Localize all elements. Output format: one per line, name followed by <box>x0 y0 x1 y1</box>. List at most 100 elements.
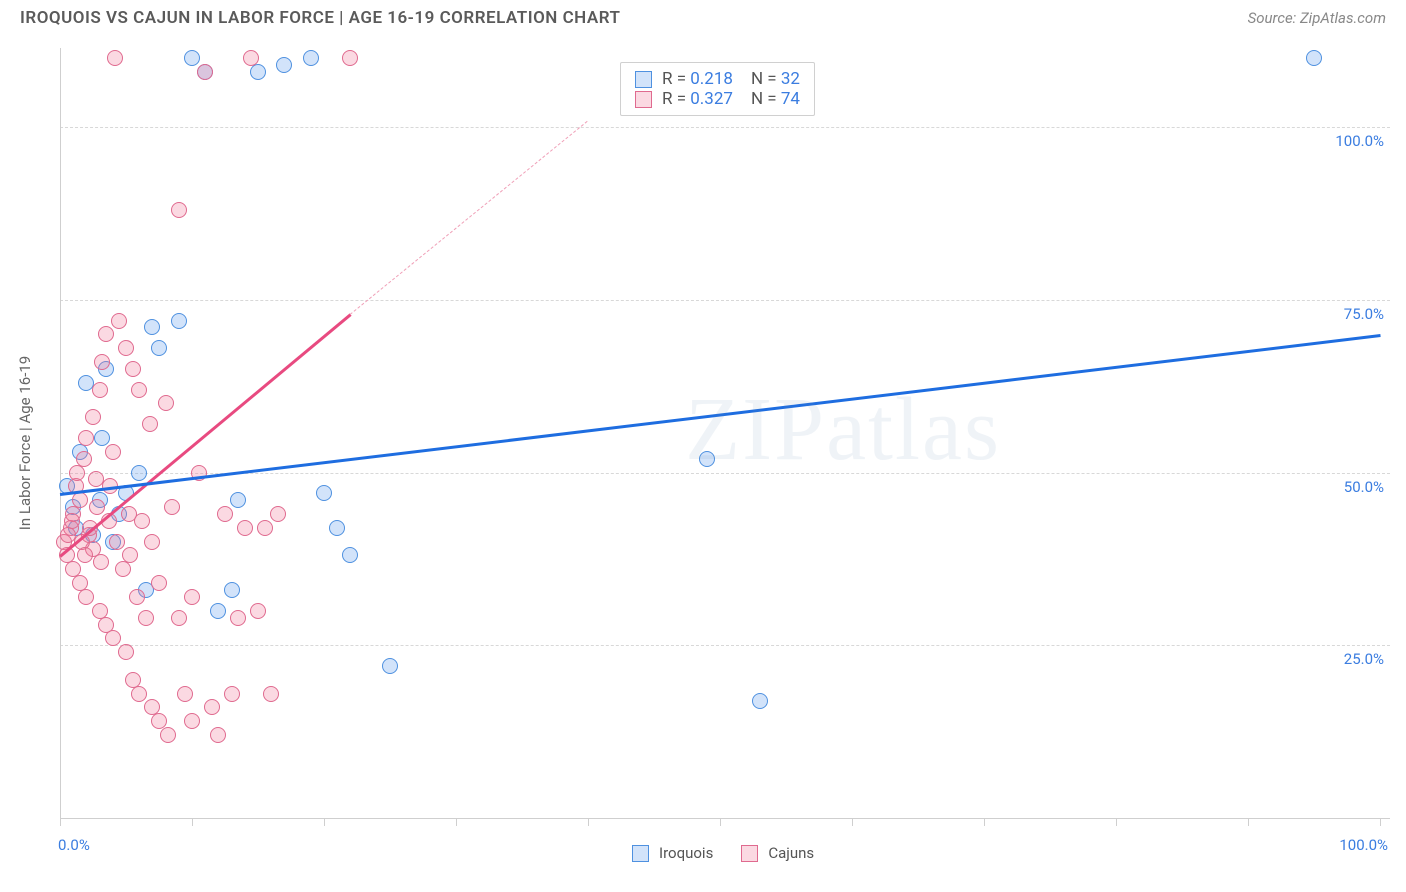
data-point <box>382 658 398 674</box>
data-point <box>752 693 768 709</box>
data-point <box>131 465 147 481</box>
data-point <box>184 589 200 605</box>
data-point <box>144 534 160 550</box>
data-point <box>118 340 134 356</box>
data-point <box>93 554 109 570</box>
data-point <box>329 520 345 536</box>
data-point <box>134 513 150 529</box>
x-min-label: 0.0% <box>58 836 90 854</box>
series-swatch <box>635 91 652 108</box>
x-tick <box>720 818 721 826</box>
y-grid-label: 25.0% <box>1344 650 1384 668</box>
data-point <box>316 485 332 501</box>
data-point <box>197 64 213 80</box>
source-label: Source: ZipAtlas.com <box>1248 9 1386 27</box>
grid-line <box>60 473 1390 474</box>
data-point <box>151 575 167 591</box>
data-point <box>151 340 167 356</box>
data-point <box>243 50 259 66</box>
data-point <box>230 610 246 626</box>
data-point <box>129 589 145 605</box>
x-tick <box>852 818 853 826</box>
correlation-row: R = 0.327 N = 74 <box>635 89 800 109</box>
data-point <box>250 64 266 80</box>
data-point <box>76 451 92 467</box>
data-point <box>105 444 121 460</box>
data-point <box>177 686 193 702</box>
data-point <box>224 686 240 702</box>
y-grid-label: 50.0% <box>1344 478 1384 496</box>
chart-area: In Labor Force | Age 16-19 25.0%50.0%75.… <box>60 48 1390 838</box>
legend-swatch <box>632 845 649 862</box>
y-axis-label: In Labor Force | Age 16-19 <box>16 356 34 530</box>
r-label: R = 0.218 <box>662 69 733 89</box>
data-point <box>142 416 158 432</box>
data-point <box>138 610 154 626</box>
legend-swatch <box>741 845 758 862</box>
data-point <box>210 603 226 619</box>
data-point <box>171 202 187 218</box>
data-point <box>342 547 358 563</box>
x-tick <box>60 818 61 826</box>
data-point <box>69 465 85 481</box>
data-point <box>88 471 104 487</box>
x-tick <box>1380 818 1381 826</box>
data-point <box>342 50 358 66</box>
trend-line-dashed <box>350 120 588 314</box>
data-point <box>98 326 114 342</box>
x-tick <box>1248 818 1249 826</box>
data-point <box>109 534 125 550</box>
r-label: R = 0.327 <box>662 89 733 109</box>
data-point <box>85 409 101 425</box>
data-point <box>171 313 187 329</box>
data-point <box>230 492 246 508</box>
data-point <box>107 50 123 66</box>
legend-label: Cajuns <box>768 844 814 862</box>
legend-label: Iroquois <box>659 844 713 862</box>
data-point <box>184 713 200 729</box>
data-point <box>210 727 226 743</box>
data-point <box>92 382 108 398</box>
data-point <box>131 382 147 398</box>
data-point <box>171 610 187 626</box>
data-point <box>217 506 233 522</box>
data-point <box>122 547 138 563</box>
n-label: N = 74 <box>751 89 800 109</box>
y-axis <box>60 48 61 818</box>
x-max-label: 100.0% <box>1339 836 1388 854</box>
data-point <box>144 319 160 335</box>
data-point <box>270 506 286 522</box>
data-point <box>111 313 127 329</box>
data-point <box>72 492 88 508</box>
x-tick <box>588 818 589 826</box>
data-point <box>78 430 94 446</box>
chart-title: IROQUOIS VS CAJUN IN LABOR FORCE | AGE 1… <box>20 8 620 28</box>
data-point <box>204 699 220 715</box>
data-point <box>118 644 134 660</box>
series-swatch <box>635 71 652 88</box>
data-point <box>1306 50 1322 66</box>
grid-line <box>60 127 1390 128</box>
data-point <box>115 561 131 577</box>
y-grid-label: 75.0% <box>1344 305 1384 323</box>
data-point <box>303 50 319 66</box>
data-point <box>184 50 200 66</box>
n-label: N = 32 <box>751 69 800 89</box>
x-axis <box>60 818 1390 819</box>
data-point <box>276 57 292 73</box>
data-point <box>263 686 279 702</box>
data-point <box>164 499 180 515</box>
y-grid-label: 100.0% <box>1335 132 1384 150</box>
data-point <box>94 430 110 446</box>
data-point <box>250 603 266 619</box>
data-point <box>160 727 176 743</box>
data-point <box>78 589 94 605</box>
correlation-box: R = 0.218 N = 32 R = 0.327 N = 74 <box>620 62 815 116</box>
x-tick <box>984 818 985 826</box>
data-point <box>89 499 105 515</box>
x-tick <box>192 818 193 826</box>
data-point <box>158 395 174 411</box>
data-point <box>77 547 93 563</box>
data-point <box>125 361 141 377</box>
data-point <box>131 686 147 702</box>
